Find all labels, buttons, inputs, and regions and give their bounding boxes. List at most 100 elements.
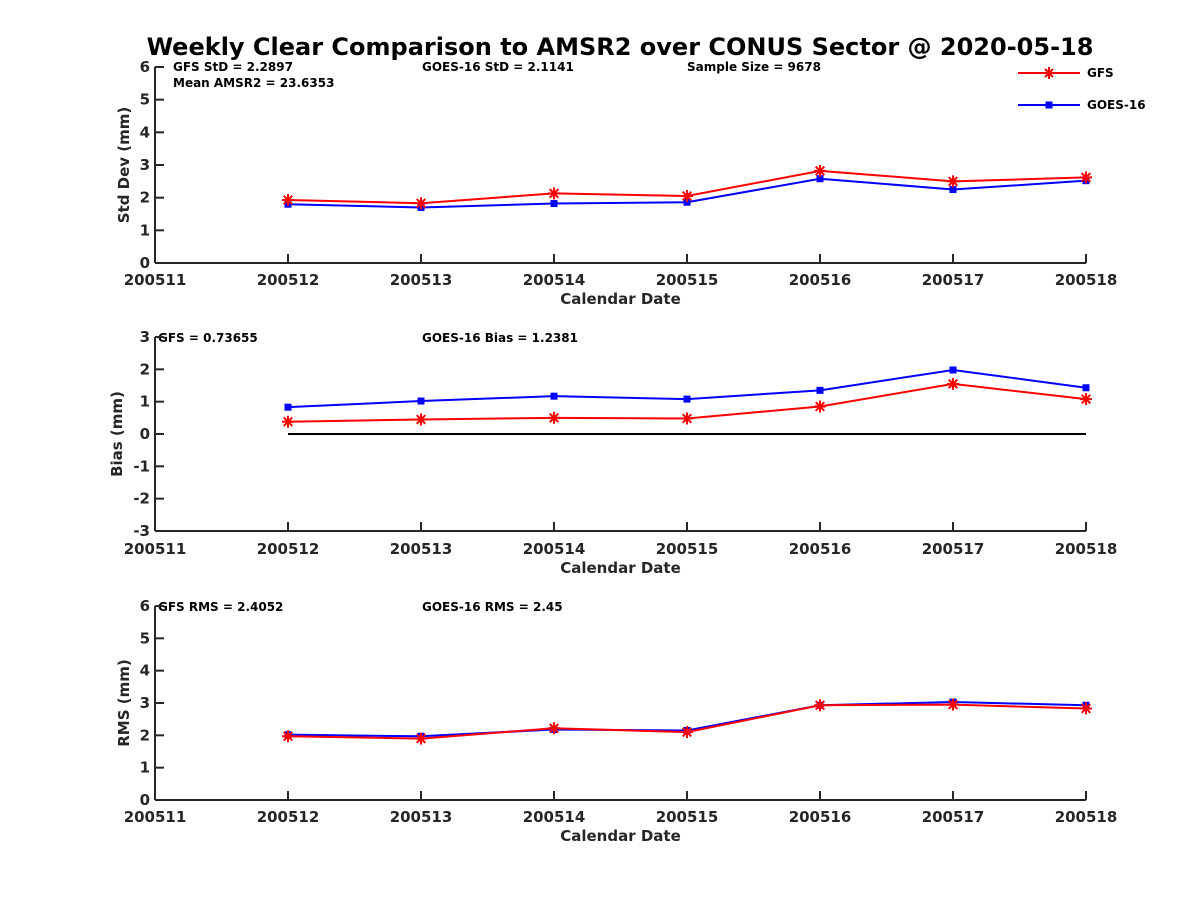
- legend-gfs-marker: [1043, 67, 1055, 79]
- x-tick-label: 200515: [656, 808, 719, 826]
- goes-data-point: [683, 198, 691, 206]
- x-tick-label: 200518: [1055, 808, 1118, 826]
- x-tick-label: 200516: [789, 271, 852, 289]
- legend: GFS GOES-16: [1018, 66, 1146, 112]
- gfs-data-point: [415, 197, 427, 210]
- gfs-data-point: [415, 732, 427, 745]
- goes-data-point: [550, 200, 558, 208]
- gfs-data-point: [814, 699, 826, 712]
- std-dev-panel: GFS StD = 2.2897 GOES-16 StD = 2.1141 Sa…: [115, 58, 1117, 308]
- y-tick-label: 1: [140, 221, 150, 239]
- gfs-bias-annotation: GFS = 0.73655: [158, 331, 258, 345]
- y-tick-label: 0: [140, 254, 150, 272]
- y-tick-label: -3: [133, 522, 150, 540]
- goes-bias-annotation: GOES-16 Bias = 1.2381: [422, 331, 578, 345]
- rms-panel: GFS RMS = 2.4052 GOES-16 RMS = 2.45 2005…: [115, 597, 1117, 845]
- x-tick-label: 200513: [390, 540, 453, 558]
- gfs-data-point: [814, 164, 826, 177]
- gfs-data-point: [947, 377, 959, 390]
- goes-data-point: [550, 392, 558, 400]
- x-tick-label: 200513: [390, 808, 453, 826]
- y-tick-label: -1: [133, 457, 150, 475]
- gfs-rms-annotation: GFS RMS = 2.4052: [158, 600, 283, 614]
- x-tick-label: 200517: [922, 808, 985, 826]
- y-tick-label: 6: [140, 597, 150, 615]
- goes-rms-annotation: GOES-16 RMS = 2.45: [422, 600, 563, 614]
- gfs-data-point: [681, 412, 693, 425]
- y-axis-label: Std Dev (mm): [115, 107, 133, 224]
- gfs-data-point: [814, 400, 826, 413]
- gfs-data-point: [282, 415, 294, 428]
- y-tick-label: 4: [140, 662, 150, 680]
- legend-goes-label: GOES-16: [1087, 98, 1146, 112]
- y-tick-label: 2: [140, 360, 150, 378]
- x-tick-label: 200515: [656, 540, 719, 558]
- x-tick-label: 200518: [1055, 540, 1118, 558]
- y-tick-label: 5: [140, 91, 150, 109]
- y-tick-label: 2: [140, 726, 150, 744]
- y-tick-label: 2: [140, 189, 150, 207]
- gfs-data-point: [1080, 393, 1092, 406]
- legend-goes-marker: [1045, 101, 1053, 109]
- goes-std-annotation: GOES-16 StD = 2.1141: [422, 60, 574, 74]
- y-axis-label: RMS (mm): [115, 659, 133, 746]
- gfs-data-point: [947, 698, 959, 711]
- y-tick-label: 3: [140, 328, 150, 346]
- gfs-data-point: [282, 730, 294, 743]
- x-tick-label: 200512: [257, 808, 320, 826]
- x-tick-label: 200511: [124, 271, 187, 289]
- y-tick-label: 0: [140, 425, 150, 443]
- y-tick-label: -2: [133, 490, 150, 508]
- x-tick-label: 200514: [523, 271, 586, 289]
- x-tick-label: 200512: [257, 271, 320, 289]
- gfs-data-point: [681, 726, 693, 739]
- y-tick-label: 6: [140, 58, 150, 76]
- gfs-data-point: [548, 187, 560, 200]
- x-tick-label: 200518: [1055, 271, 1118, 289]
- gfs-data-point: [415, 413, 427, 426]
- x-tick-label: 200511: [124, 808, 187, 826]
- gfs-data-point: [548, 722, 560, 735]
- y-tick-label: 3: [140, 156, 150, 174]
- x-tick-label: 200516: [789, 540, 852, 558]
- goes-data-point: [949, 366, 957, 374]
- goes-data-point: [949, 186, 957, 193]
- y-tick-label: 0: [140, 791, 150, 809]
- y-tick-label: 4: [140, 123, 150, 141]
- mean-amsr2-annotation: Mean AMSR2 = 23.6353: [173, 76, 334, 90]
- x-tick-label: 200514: [523, 808, 586, 826]
- y-tick-label: 5: [140, 629, 150, 647]
- goes-data-point: [284, 403, 292, 411]
- x-axis-label: Calendar Date: [560, 827, 681, 845]
- x-tick-label: 200514: [523, 540, 586, 558]
- x-tick-label: 200511: [124, 540, 187, 558]
- x-tick-label: 200517: [922, 271, 985, 289]
- y-tick-label: 1: [140, 759, 150, 777]
- x-tick-label: 200513: [390, 271, 453, 289]
- gfs-data-point: [947, 175, 959, 188]
- goes-data-point: [816, 175, 824, 183]
- goes-data-point: [816, 386, 824, 394]
- gfs-data-point: [1080, 702, 1092, 715]
- chart-title: Weekly Clear Comparison to AMSR2 over CO…: [147, 33, 1094, 61]
- y-axis-label: Bias (mm): [108, 391, 126, 477]
- x-tick-label: 200515: [656, 271, 719, 289]
- sample-size-annotation: Sample Size = 9678: [687, 60, 821, 74]
- gfs-data-point: [282, 193, 294, 206]
- gfs-data-point: [548, 411, 560, 424]
- gfs-std-annotation: GFS StD = 2.2897: [173, 60, 293, 74]
- x-axis-label: Calendar Date: [560, 559, 681, 577]
- x-tick-label: 200516: [789, 808, 852, 826]
- y-tick-label: 1: [140, 393, 150, 411]
- y-tick-label: 3: [140, 694, 150, 712]
- goes-data-point: [683, 395, 691, 403]
- goes-data-point: [1082, 384, 1090, 392]
- x-axis-label: Calendar Date: [560, 290, 681, 308]
- gfs-data-point: [1080, 171, 1092, 184]
- gfs-data-point: [681, 190, 693, 203]
- goes-data-point: [417, 397, 425, 405]
- x-tick-label: 200517: [922, 540, 985, 558]
- legend-gfs-label: GFS: [1087, 66, 1114, 80]
- bias-panel: GFS = 0.73655 GOES-16 Bias = 1.2381 2005…: [108, 328, 1117, 577]
